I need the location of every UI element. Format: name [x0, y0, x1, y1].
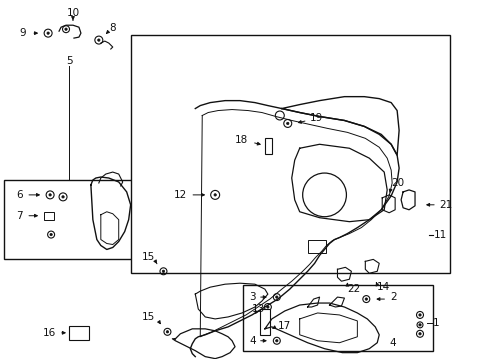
Circle shape	[62, 196, 64, 198]
Bar	[69, 326, 89, 340]
Text: 3: 3	[249, 292, 256, 302]
Text: 22: 22	[347, 284, 361, 294]
Text: 2: 2	[390, 292, 397, 302]
Text: 10: 10	[67, 8, 79, 18]
Text: 6: 6	[16, 190, 23, 200]
Bar	[265, 138, 272, 154]
Text: 7: 7	[16, 211, 23, 221]
Text: 15: 15	[142, 312, 155, 322]
Text: 20: 20	[391, 178, 404, 188]
Circle shape	[49, 194, 51, 196]
Circle shape	[214, 194, 217, 196]
Text: 4: 4	[249, 336, 256, 346]
Text: 9: 9	[19, 28, 26, 38]
Bar	[44, 212, 54, 220]
Circle shape	[419, 333, 421, 335]
Text: 19: 19	[310, 113, 323, 123]
Circle shape	[419, 324, 421, 326]
Bar	[260, 309, 270, 335]
Circle shape	[47, 32, 49, 34]
Circle shape	[267, 306, 269, 308]
Bar	[243, 285, 433, 351]
Circle shape	[419, 314, 421, 316]
Circle shape	[276, 296, 278, 298]
Text: 5: 5	[66, 56, 73, 66]
Text: 17: 17	[278, 321, 291, 331]
Text: 1: 1	[433, 318, 440, 328]
Text: 15: 15	[142, 252, 155, 262]
Text: 4: 4	[389, 338, 396, 348]
Text: 12: 12	[173, 190, 187, 200]
Text: 13: 13	[252, 304, 265, 314]
Bar	[4, 180, 133, 258]
Circle shape	[287, 122, 289, 125]
Text: 8: 8	[109, 23, 116, 33]
Circle shape	[365, 298, 368, 300]
Text: 11: 11	[434, 230, 447, 239]
Text: 16: 16	[43, 328, 56, 338]
Circle shape	[50, 233, 52, 236]
Bar	[130, 35, 450, 273]
Circle shape	[162, 270, 165, 273]
Text: 18: 18	[235, 135, 248, 145]
Circle shape	[65, 28, 67, 30]
Text: 21: 21	[439, 200, 452, 210]
Bar	[308, 239, 325, 253]
Circle shape	[98, 39, 100, 41]
Circle shape	[166, 330, 169, 333]
Text: 14: 14	[377, 282, 391, 292]
Circle shape	[276, 339, 278, 342]
